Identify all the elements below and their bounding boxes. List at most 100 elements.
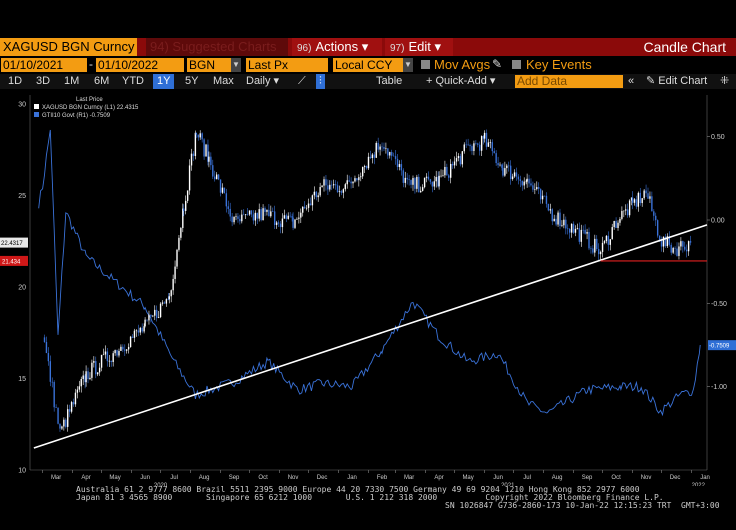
candle-body [57, 407, 59, 424]
actions-number: 96) [297, 43, 312, 54]
candle-body [154, 309, 156, 316]
chevron-down-icon[interactable]: ▼ [231, 58, 241, 72]
candle-body [483, 132, 486, 139]
candle-body [287, 215, 289, 219]
edit-label: Edit [408, 39, 431, 54]
add-data-input[interactable]: Add Data [515, 75, 623, 88]
right-axis: 0.50 0.00 -0.50 -1.00 -0.7509 [706, 95, 736, 470]
candle-body [182, 208, 184, 228]
candle-body [215, 174, 218, 180]
quick-add-label: + Quick-Add [426, 75, 487, 87]
candle-body [43, 337, 46, 343]
candle-body [227, 206, 229, 209]
edit-chart-button[interactable]: ✎ Edit Chart [646, 74, 707, 89]
range-3d[interactable]: 3D [36, 75, 51, 87]
candle-body [332, 184, 335, 186]
candle-body [394, 156, 397, 159]
range-5y[interactable]: 5Y [185, 75, 199, 87]
candle-body [609, 239, 611, 245]
support-price-label: 21.434 [2, 259, 21, 265]
candle-body [519, 179, 522, 181]
candle-body [563, 219, 565, 226]
candle-body [536, 187, 538, 190]
currency-field[interactable]: Local CCY [333, 58, 403, 72]
actions-menu[interactable]: 96) Actions ▾ [292, 38, 382, 56]
candle-body [651, 196, 653, 212]
candle-body [217, 174, 220, 180]
range-6m[interactable]: 6M [94, 75, 110, 87]
candle-body [431, 181, 434, 187]
range-max[interactable]: Max [213, 75, 234, 87]
candle-body [446, 166, 448, 176]
candle-body [658, 235, 661, 241]
candle-body [283, 215, 286, 219]
mov-avgs-checkbox[interactable] [421, 60, 430, 69]
candle-body [463, 144, 465, 152]
candle-body [143, 326, 145, 332]
line-chart-icon[interactable]: ⟋ [298, 75, 306, 87]
legend: Last Price XAGUSD BGN Curncy (L1) 22.431… [34, 97, 139, 119]
candle-body [241, 214, 243, 222]
period-select[interactable]: Daily ▾ [246, 74, 279, 89]
candle-body [499, 164, 501, 166]
suggested-charts-button[interactable]: 94) Suggested Charts [146, 38, 288, 56]
chevron-down-icon[interactable]: ▼ [403, 58, 413, 72]
candle-body [647, 193, 649, 199]
candle-body [93, 361, 95, 363]
price-field-select[interactable]: Last Px [246, 58, 328, 72]
key-events-label[interactable]: Key Events [526, 57, 592, 72]
candle-body [272, 211, 274, 212]
candle-body [605, 235, 608, 242]
chevron-down-icon: ▾ [361, 39, 369, 54]
candle-body [511, 176, 514, 180]
candle-chart-icon[interactable]: ⫶ [316, 74, 325, 89]
candle-body [448, 175, 450, 178]
candle-body [607, 235, 610, 245]
start-date-field[interactable]: 01/10/2021 [1, 58, 87, 72]
edit-menu[interactable]: 97) Edit ▾ [385, 38, 453, 56]
candle-body [104, 351, 107, 355]
pricing-source-field[interactable]: BGN [187, 58, 231, 72]
month-label: Dec [317, 475, 328, 481]
pencil-icon[interactable]: ✎ [492, 57, 503, 71]
month-label: Apr [81, 475, 90, 481]
settings-icon[interactable]: ⁜ [720, 75, 730, 87]
table-button[interactable]: Table [376, 75, 403, 87]
candle-body [555, 218, 557, 225]
end-date-field[interactable]: 01/10/2022 [96, 58, 184, 72]
quick-add-button[interactable]: + Quick-Add ▾ [426, 74, 495, 89]
candle-body [637, 192, 640, 207]
candle-body [110, 360, 112, 363]
month-label: Oct [258, 475, 268, 481]
last-price-tag [0, 237, 28, 248]
collapse-icon[interactable]: « [628, 75, 635, 87]
candle-body [532, 185, 534, 190]
candle-body [451, 163, 454, 166]
range-1d[interactable]: 1D [8, 75, 23, 87]
candle-body [112, 353, 114, 363]
security-ticker[interactable]: XAGUSD BGN Curncy [0, 38, 138, 56]
candle-body [342, 189, 345, 193]
candle-body [435, 176, 437, 182]
candle-body [427, 176, 430, 180]
candle-body [178, 237, 180, 250]
candle-body [416, 176, 418, 189]
candle-body [317, 195, 319, 198]
key-events-checkbox[interactable] [512, 60, 521, 69]
candle-body [414, 178, 416, 189]
candle-body [383, 146, 385, 149]
range-ytd[interactable]: YTD [122, 75, 144, 87]
candle-body [371, 154, 374, 158]
footer: Australia 61 2 9777 8600 Brazil 5511 239… [0, 486, 736, 510]
price-chart[interactable]: 10 15 20 25 30 22.4317 21.434 0.50 0.00 -0.50 -1.… [0, 90, 736, 486]
candle-body [396, 158, 399, 167]
tips-last-label: -0.7509 [709, 344, 730, 350]
mov-avgs-label[interactable]: Mov Avgs [434, 57, 491, 72]
range-1y[interactable]: 1Y [153, 74, 175, 89]
candle-body [467, 144, 469, 146]
candle-body [148, 314, 150, 321]
range-1m[interactable]: 1M [64, 75, 80, 87]
candle-body [170, 290, 172, 297]
candle-body [225, 193, 228, 207]
candle-body [578, 228, 581, 242]
